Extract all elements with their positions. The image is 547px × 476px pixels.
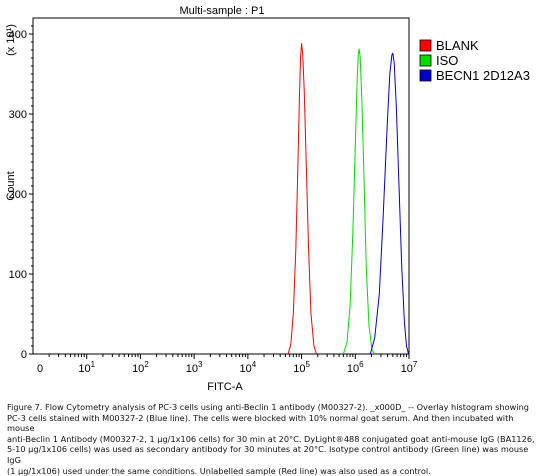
y-tick-label: 200	[9, 189, 27, 201]
legend-label: BLANK	[436, 38, 479, 53]
series-line-iso	[342, 48, 376, 355]
x-tick-label: 102	[132, 360, 149, 375]
x-tick-label: 0	[37, 363, 43, 375]
y-tick-label: 100	[9, 269, 27, 281]
y-axis-title: Count	[5, 171, 17, 200]
x-tick-label: 101	[78, 360, 95, 375]
x-tick-label: 106	[347, 360, 364, 375]
x-axis: 0 101 102 103 104 105 106 107	[37, 354, 418, 375]
y-tick-label: 0	[21, 349, 27, 361]
series-line-blank	[287, 43, 317, 355]
histogram-chart: Multi-sample : P1 0 100 200 300 400 0 101 102 1…	[5, 5, 530, 393]
plot-frame	[32, 17, 410, 355]
figure-caption: Figure 7. Flow Cytometry analysis of PC-…	[7, 402, 535, 476]
y-tick-label: 400	[9, 29, 27, 41]
y-axis: 0 100 200 300 400	[9, 25, 33, 361]
chart-title: Multi-sample : P1	[180, 5, 265, 17]
y-tick-label: 300	[9, 109, 27, 121]
y-axis-multiplier: (x 10¹)	[5, 24, 17, 56]
legend-label: ISO	[436, 53, 458, 68]
x-tick-label: 107	[401, 360, 418, 375]
series-line-becn1-2d12a3	[369, 52, 409, 355]
legend-label: BECN1 2D12A3	[436, 68, 530, 83]
x-tick-label: 104	[240, 360, 257, 375]
x-tick-label: 103	[186, 360, 203, 375]
legend-swatch	[419, 69, 432, 82]
x-tick-label: 105	[293, 360, 310, 375]
series-layer	[287, 43, 409, 355]
legend-swatch	[419, 54, 432, 67]
x-axis-title: FITC-A	[207, 381, 243, 393]
legend-swatch	[419, 39, 432, 52]
plot-frame-rect	[32, 17, 410, 355]
